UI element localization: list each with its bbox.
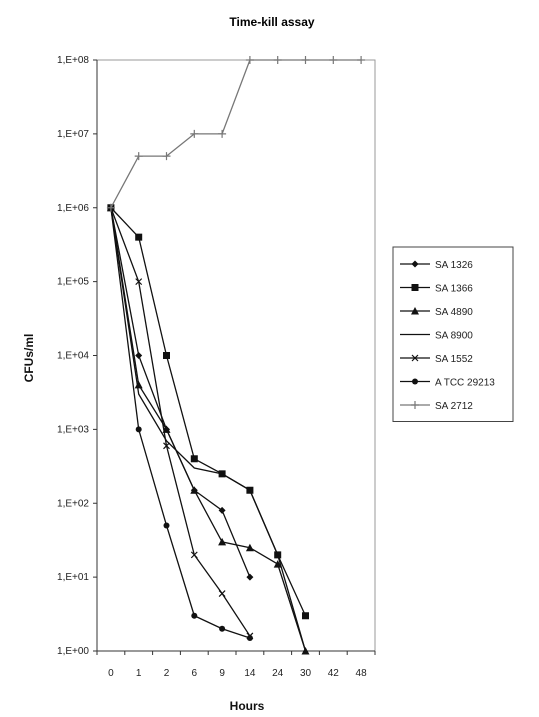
data-point: [273, 560, 282, 568]
x-tick-label: 48: [356, 668, 368, 679]
data-point: [162, 152, 171, 161]
series-line: [110, 207, 307, 652]
legend-entry: SA 1326: [435, 260, 473, 271]
data-point: [219, 625, 226, 632]
data-point: [134, 380, 143, 389]
y-axis-label: CFUs/ml: [22, 334, 36, 383]
x-tick-label: 14: [244, 668, 256, 679]
series-layer: [106, 56, 366, 655]
data-point: [106, 203, 115, 212]
legend-marker: [411, 401, 419, 409]
legend-entry: SA 1366: [435, 284, 473, 295]
data-point: [218, 129, 227, 138]
y-tick-label: 1,E+08: [57, 55, 89, 66]
legend: SA 1326 SA 1366 SA 4890 SA 8900 SA 1552 A TCC…: [392, 246, 514, 422]
y-tick-label: 1,E+01: [57, 572, 89, 583]
y-tick-label: 1,E+07: [57, 129, 89, 140]
legend-marker: [411, 284, 419, 291]
y-tick-label: 1,E+05: [57, 277, 89, 288]
data-point: [190, 486, 199, 494]
series-line: [110, 207, 251, 637]
legend-entry: SA 8900: [435, 331, 473, 342]
data-point: [246, 573, 254, 581]
x-tick-label: 24: [272, 668, 284, 679]
data-point: [218, 590, 226, 597]
data-point: [245, 543, 254, 552]
legend-marker: [411, 354, 419, 362]
x-tick-label: 0: [108, 668, 114, 679]
data-point: [135, 233, 143, 241]
data-point: [135, 352, 143, 359]
y-tick-label: 1,E+00: [57, 646, 89, 657]
data-point: [302, 612, 309, 620]
data-point: [357, 56, 366, 64]
data-point: [329, 56, 338, 64]
series-line: [110, 207, 251, 639]
legend-entry: A TCC 29213: [435, 378, 495, 389]
data-point: [135, 426, 142, 433]
legend-marker: [411, 307, 419, 315]
data-point: [190, 455, 198, 463]
chart-title: Time-kill assay: [229, 15, 314, 29]
data-point: [190, 129, 199, 138]
x-tick-label: 1: [136, 668, 142, 679]
y-tick-label: 1,E+04: [57, 351, 89, 362]
legend-marker: [412, 378, 418, 385]
x-axis-label: Hours: [230, 699, 265, 713]
x-tick-label: 9: [219, 668, 225, 679]
y-tick-label: 1,E+06: [57, 203, 89, 214]
data-point: [163, 522, 170, 529]
x-tick-label: 2: [164, 668, 170, 679]
y-tick-label: 1,E+02: [57, 498, 89, 509]
data-point: [163, 442, 170, 450]
data-point: [191, 612, 198, 619]
data-point: [273, 56, 282, 64]
data-point: [190, 551, 198, 559]
data-point: [245, 56, 254, 64]
legend-entry: SA 1552: [435, 354, 473, 365]
x-axis-ticks: 0 1 2 6 9 14 24 30 42 48: [96, 651, 376, 679]
x-tick-label: 6: [192, 668, 198, 679]
data-point: [163, 352, 170, 359]
legend-entry: SA 2712: [435, 401, 473, 412]
series-group: [110, 207, 307, 652]
series-group: [107, 204, 254, 581]
y-axis-ticks: 1,E+08 1,E+07 1,E+06 1,E+05 1,E+04 1,E+03 1,E+…: [57, 55, 97, 657]
data-point: [218, 537, 227, 546]
series-group: [107, 204, 254, 640]
series-line: [110, 207, 307, 652]
y-tick-label: 1,E+03: [57, 424, 89, 435]
series-group: [106, 56, 366, 212]
series-line: [110, 59, 362, 209]
data-point: [135, 278, 143, 286]
data-point: [134, 152, 143, 161]
data-point: [218, 506, 226, 514]
legend-entry: SA 4890: [435, 307, 473, 318]
data-point: [246, 634, 253, 641]
series-group: [107, 204, 253, 641]
data-point: [301, 56, 310, 64]
x-tick-label: 42: [328, 668, 340, 679]
x-tick-label: 30: [300, 668, 312, 679]
legend-marker: [411, 260, 419, 268]
